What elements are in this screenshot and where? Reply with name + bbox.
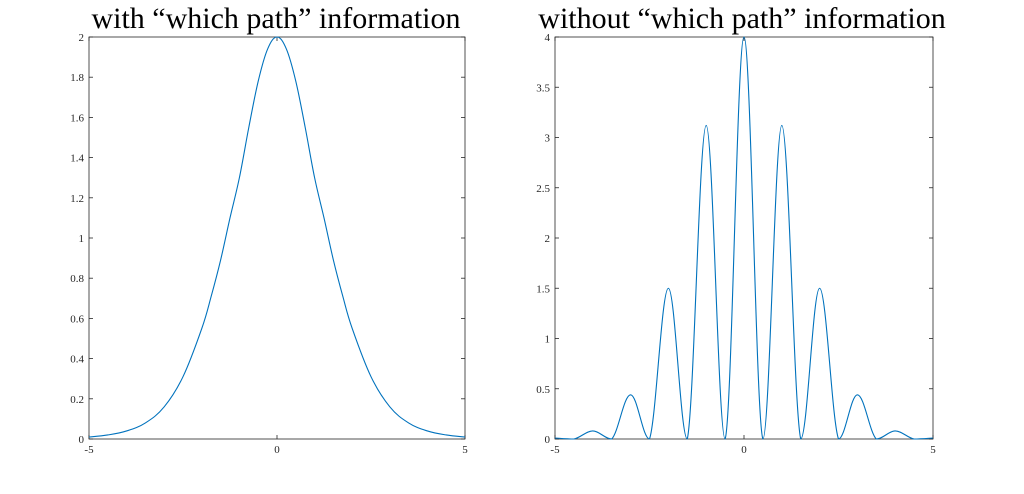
chart-right-ytick-label: 4 — [545, 32, 551, 44]
chart-left-series-line — [88, 36, 466, 438]
chart-right-title: without “which path” information — [538, 2, 945, 35]
chart-right-axes-box — [554, 36, 934, 440]
chart-left-ytick-label: 0 — [79, 434, 85, 446]
chart-right-xtick-label: 5 — [930, 444, 936, 456]
chart-left-title: with “which path” information — [91, 2, 460, 35]
chart-right-xtick-label: -5 — [550, 444, 560, 456]
chart-left-ytick-label: 1 — [79, 233, 85, 245]
chart-left-ytick-label: 0.6 — [70, 313, 84, 325]
chart-left-ytick-label: 1.4 — [70, 153, 84, 165]
chart-right-ytick-label: 0.5 — [536, 384, 550, 396]
chart-right-ytick-label: 2 — [545, 233, 551, 245]
chart-right-ticks: 00.511.522.533.54-5 0 5 — [536, 32, 936, 456]
chart-left-xtick-label: -5 — [84, 444, 94, 456]
chart-left-ytick-label: 2 — [79, 32, 85, 44]
chart-left-ytick-label: 1.8 — [70, 72, 84, 84]
chart-left-ytick-label: 1.2 — [70, 193, 84, 205]
chart-right-ytick-label: 3 — [545, 133, 551, 145]
chart-left-ytick-label: 1.6 — [70, 112, 84, 124]
chart-left-ticks: 00.20.40.60.811.21.41.61.82-5 0 5 — [70, 32, 468, 456]
chart-left: with “which path” information 0 0.2 0.4 0.6… — [70, 2, 468, 456]
chart-right-ytick-label: 1.5 — [536, 283, 550, 295]
chart-right-ytick-label: 1 — [545, 334, 551, 346]
chart-left-xtick-label: 0 — [274, 444, 280, 456]
chart-left-xtick-label: 5 — [462, 444, 468, 456]
chart-left-ytick-label: 0.8 — [70, 273, 84, 285]
chart-left-ytick-label: 0.2 — [70, 394, 84, 406]
chart-left-axes-box — [88, 36, 466, 440]
chart-right-xtick-label: 0 — [741, 444, 747, 456]
chart-right-ytick-label: 0 — [545, 434, 551, 446]
chart-right-series-line — [554, 36, 934, 440]
chart-left-ytick-label: 0.4 — [70, 354, 84, 366]
chart-right-ytick-label: 2.5 — [536, 183, 550, 195]
chart-right: without “which path” information 0 0.5 1 1.… — [536, 2, 945, 456]
chart-right-ytick-label: 3.5 — [536, 82, 550, 94]
